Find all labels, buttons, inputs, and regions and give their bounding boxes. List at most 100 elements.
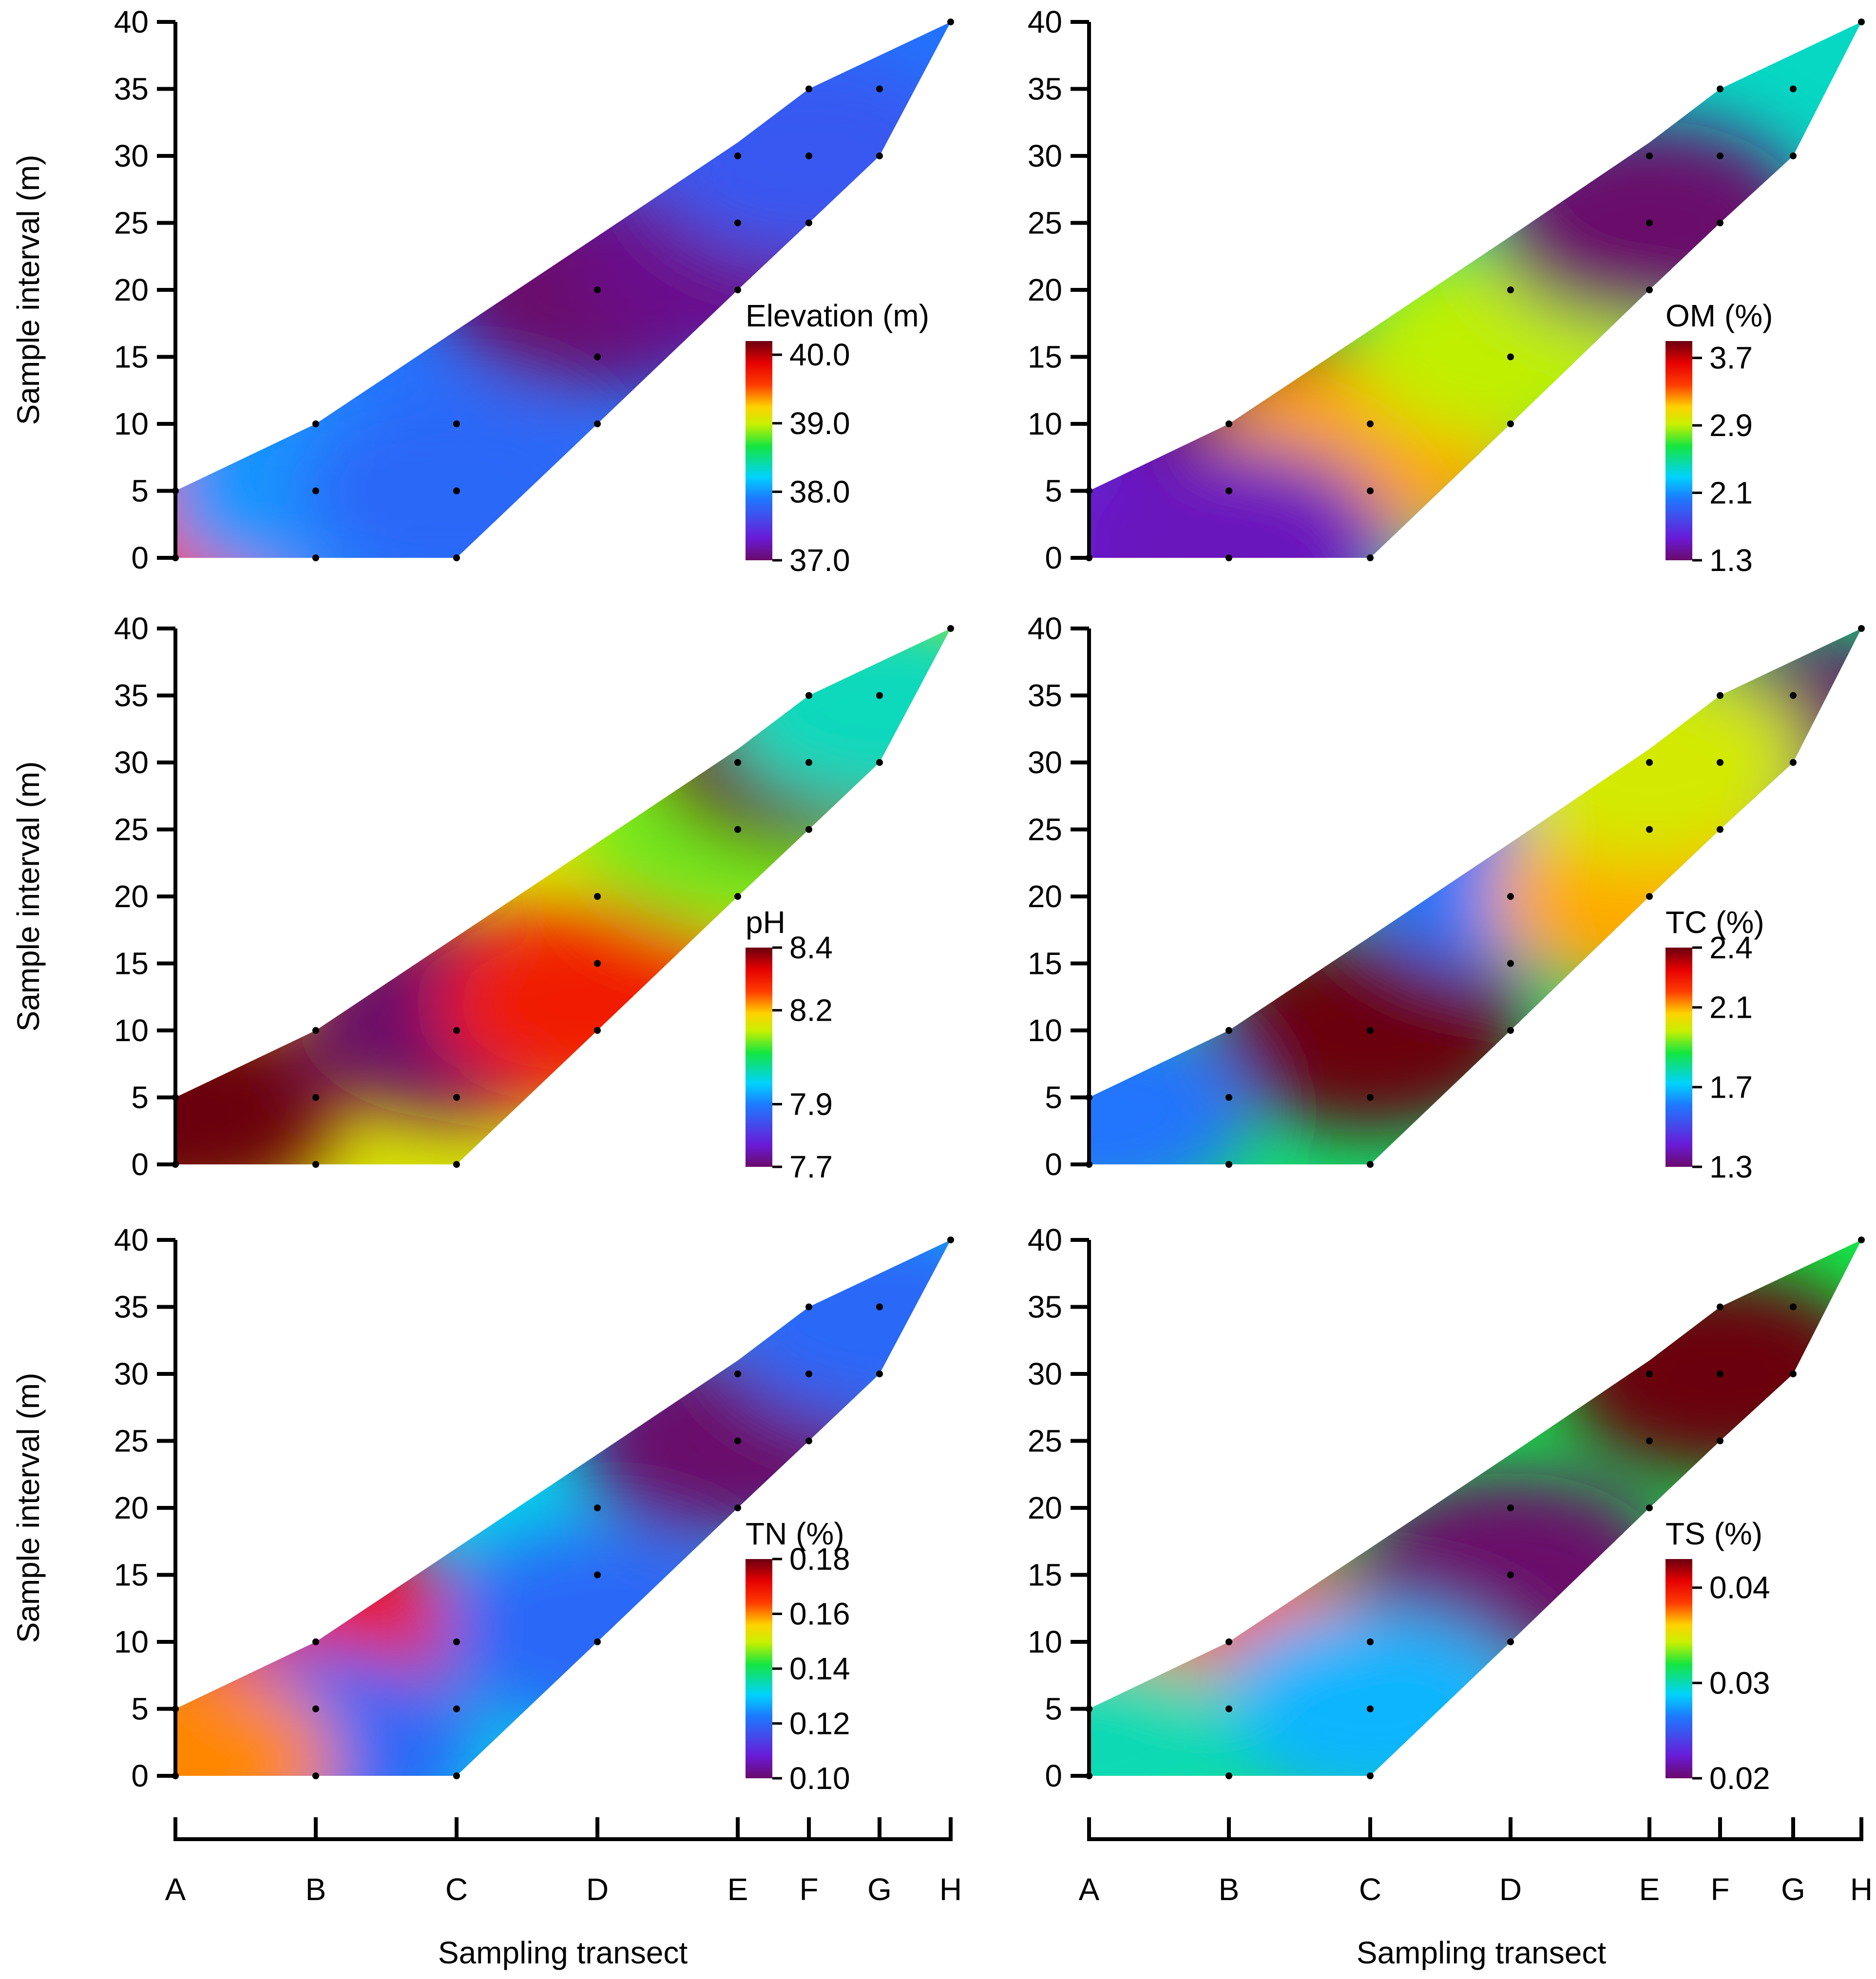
sampling-point	[805, 826, 812, 833]
y-tick-label: 5	[1045, 474, 1062, 509]
sampling-point	[805, 1370, 812, 1377]
colorbar	[1665, 948, 1692, 1167]
y-tick-label: 20	[1028, 1490, 1062, 1525]
contour-hotspot-3	[437, 901, 758, 1106]
y-tick-label: 5	[1045, 1080, 1062, 1115]
sampling-point	[453, 1027, 460, 1034]
sampling-point	[594, 960, 601, 967]
y-tick-label: 15	[114, 946, 149, 981]
contour-hotspot-3	[1089, 1009, 1250, 1164]
y-tick-label: 35	[114, 72, 149, 107]
colorbar-tick-label: 0.18	[789, 1541, 850, 1577]
colorbar-title: OM (%)	[1665, 298, 1773, 333]
sampling-point	[947, 19, 954, 25]
colorbar-tick-label: 3.7	[1709, 341, 1753, 376]
sampling-point	[1790, 692, 1797, 699]
sampling-point	[805, 692, 812, 699]
sampling-point	[594, 893, 601, 900]
sampling-point	[312, 1027, 319, 1034]
sampling-point	[1507, 1638, 1514, 1645]
sampling-point	[876, 692, 883, 699]
contour-hotspot-3	[175, 1660, 336, 1776]
x-tick-label: B	[1219, 1872, 1240, 1907]
sampling-point	[1225, 1161, 1232, 1168]
y-tick-label: 10	[114, 1624, 149, 1659]
sampling-point	[1225, 420, 1232, 427]
y-tick-label: 25	[114, 206, 149, 241]
sampling-point	[1717, 1303, 1723, 1311]
sampling-point	[594, 1571, 601, 1579]
y-tick-label: 25	[114, 812, 149, 847]
colorbar-tick-label: 8.4	[789, 930, 833, 965]
sampling-point	[1225, 1094, 1232, 1101]
y-tick-label: 25	[114, 1424, 149, 1459]
y-tick-label: 0	[1045, 540, 1062, 575]
y-tick-label: 5	[131, 1692, 149, 1727]
y-tick-label: 25	[1028, 812, 1062, 847]
colorbar-tick-label: 0.14	[789, 1651, 850, 1686]
colorbar-title: TS (%)	[1665, 1516, 1762, 1551]
y-tick-label: 35	[114, 1290, 149, 1325]
colorbar-tick-label: 2.9	[1709, 408, 1753, 443]
panel-4: 0 5 10 15 20 25 30 35 40 TC (%)2.4 2.1 1.7 1.3	[1028, 611, 1865, 1184]
sampling-point	[734, 1370, 741, 1377]
sampling-point	[1225, 1705, 1232, 1713]
y-tick-label: 40	[1028, 1222, 1062, 1257]
contour-field	[175, 628, 951, 1164]
x-axis-title: Sampling transect	[438, 1935, 688, 1970]
sampling-point	[734, 152, 741, 159]
y-tick-label: 0	[131, 1758, 149, 1793]
x-tick-label: D	[586, 1872, 609, 1907]
x-tick-label: E	[1639, 1872, 1660, 1907]
x-tick-label: H	[1850, 1872, 1873, 1907]
sampling-point	[1790, 152, 1797, 159]
colorbar-tick-label: 2.4	[1709, 930, 1753, 965]
colorbar-tick-label: 8.2	[789, 993, 833, 1028]
sampling-point	[1646, 219, 1653, 227]
y-tick-label: 5	[131, 474, 149, 509]
y-axis-title: Sample interval (m)	[11, 1373, 46, 1643]
colorbar-tick-label: 2.1	[1709, 476, 1753, 511]
colorbar-tick-label: 1.7	[1709, 1069, 1753, 1104]
sampling-point	[1790, 1303, 1797, 1311]
sampling-point	[1717, 1370, 1723, 1377]
sampling-point	[805, 1303, 812, 1311]
y-tick-label: 0	[1045, 1147, 1062, 1182]
y-tick-label: 15	[1028, 340, 1062, 375]
sampling-point	[734, 759, 741, 766]
sampling-point	[1367, 1638, 1374, 1645]
sampling-point	[1858, 625, 1865, 632]
colorbar-tick-label: 0.16	[789, 1597, 850, 1632]
contour-hotspot-6	[1089, 442, 1390, 558]
sampling-point	[1717, 1437, 1723, 1445]
y-tick-label: 35	[1028, 678, 1062, 713]
y-tick-label: 20	[114, 1490, 149, 1525]
sampling-point	[312, 1772, 319, 1779]
colorbar-tick-label: 38.0	[789, 474, 850, 509]
sampling-point	[312, 1161, 319, 1168]
sampling-point	[1225, 1638, 1232, 1645]
colorbar-tick-label: 39.0	[789, 406, 850, 441]
sampling-point	[1790, 85, 1797, 93]
sampling-point	[1367, 554, 1374, 561]
colorbar	[746, 341, 772, 560]
x-tick-label: A	[1079, 1872, 1100, 1907]
y-tick-label: 15	[114, 340, 149, 375]
colorbar-tick-label: 0.03	[1709, 1665, 1770, 1700]
colorbar-title: pH	[746, 905, 785, 940]
y-tick-label: 15	[1028, 946, 1062, 981]
y-tick-label: 5	[1045, 1692, 1062, 1727]
sampling-point	[453, 420, 460, 427]
y-tick-label: 0	[131, 540, 149, 575]
colorbar	[1665, 341, 1692, 560]
sampling-point	[1367, 420, 1374, 427]
sampling-point	[1790, 759, 1797, 766]
sampling-point	[1507, 420, 1514, 427]
contour-field	[175, 1240, 951, 1776]
sampling-point	[1717, 826, 1723, 833]
y-tick-label: 10	[1028, 1624, 1062, 1659]
colorbar	[1665, 1559, 1692, 1778]
colorbar-tick-label: 2.1	[1709, 990, 1753, 1025]
y-tick-label: 5	[131, 1080, 149, 1115]
sampling-point	[734, 1504, 741, 1511]
